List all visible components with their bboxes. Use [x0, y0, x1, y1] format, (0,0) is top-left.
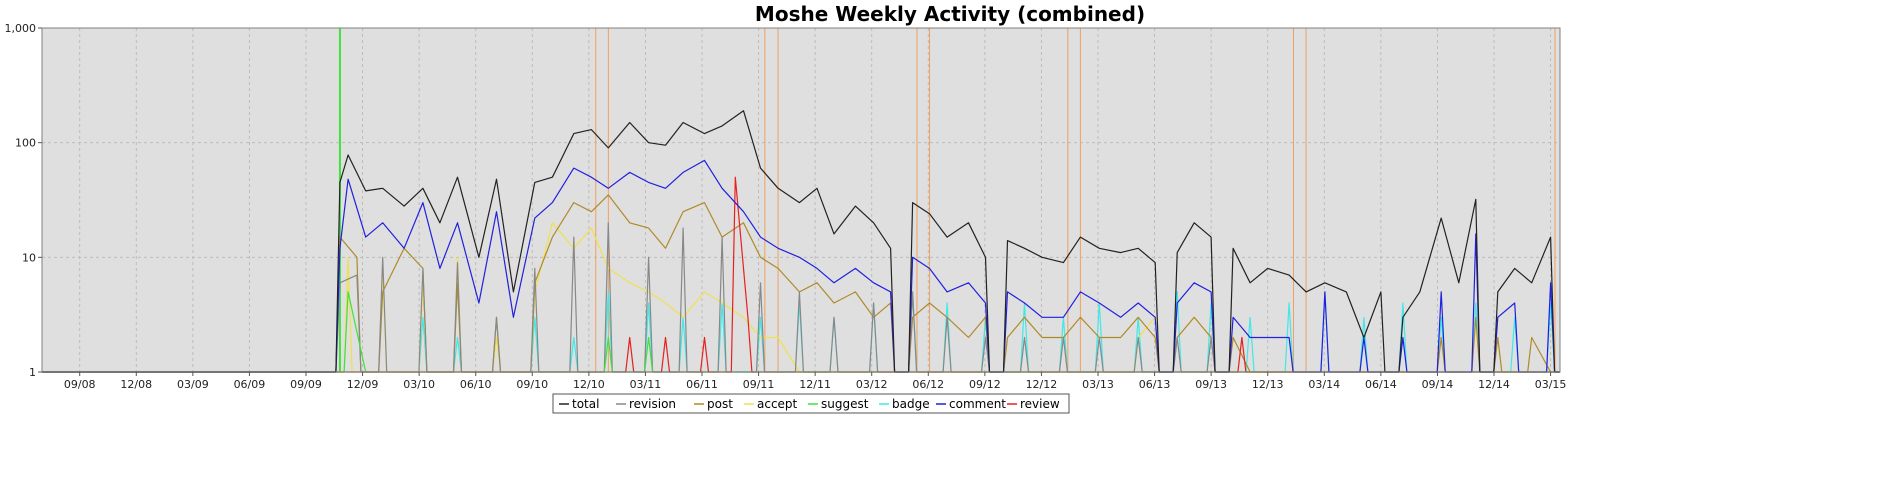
x-tick-label: 09/08 — [64, 378, 96, 391]
x-tick-label: 12/09 — [347, 378, 379, 391]
x-tick-label: 03/14 — [1308, 378, 1340, 391]
x-tick-label: 06/11 — [686, 378, 718, 391]
x-tick-label: 12/14 — [1478, 378, 1510, 391]
x-tick-label: 03/15 — [1535, 378, 1567, 391]
x-tick-label: 09/10 — [516, 378, 548, 391]
x-tick-label: 03/13 — [1082, 378, 1114, 391]
y-tick-label: 10 — [22, 251, 36, 264]
chart-title: Moshe Weekly Activity (combined) — [754, 2, 1146, 26]
x-tick-label: 09/14 — [1422, 378, 1454, 391]
plot-border — [41, 27, 1561, 373]
x-tick-label: 12/08 — [120, 378, 152, 391]
x-tick-label: 06/12 — [912, 378, 944, 391]
x-tick-label: 03/09 — [177, 378, 209, 391]
x-axis: 09/08 12/08 03/09 06/09 09/09 12/09 03/10 06/10… — [64, 372, 1567, 391]
x-tick-label: 03/10 — [403, 378, 435, 391]
series-line-review — [42, 176, 1560, 373]
y-tick-label: 100 — [15, 137, 36, 150]
legend-item-suggest: suggest — [821, 397, 869, 411]
x-tick-label: 12/11 — [799, 378, 831, 391]
x-tick-label: 12/12 — [1026, 378, 1058, 391]
series-line-comment — [42, 159, 1560, 373]
x-tick-label: 06/10 — [460, 378, 492, 391]
legend-item-review: review — [1020, 397, 1060, 411]
x-tick-label: 12/10 — [573, 378, 605, 391]
x-tick-label: 06/13 — [1139, 378, 1171, 391]
legend-item-badge: badge — [892, 397, 930, 411]
x-tick-label: 09/12 — [969, 378, 1001, 391]
x-tick-label: 03/12 — [856, 378, 888, 391]
legend-item-revision: revision — [629, 397, 676, 411]
legend: total revision post accept suggest badge comme… — [552, 393, 1070, 414]
x-tick-label: 03/11 — [630, 378, 662, 391]
y-axis: 1 10 100 1,000 — [5, 22, 42, 379]
legend-item-accept: accept — [757, 397, 798, 411]
x-tick-label: 12/13 — [1252, 378, 1284, 391]
x-tick-label: 09/11 — [743, 378, 775, 391]
y-tick-label: 1,000 — [5, 22, 37, 35]
legend-item-comment: comment — [949, 397, 1006, 411]
y-tick-label: 1 — [29, 366, 36, 379]
x-tick-label: 09/13 — [1195, 378, 1227, 391]
x-tick-label: 09/09 — [290, 378, 322, 391]
x-tick-label: 06/09 — [234, 378, 266, 391]
x-tick-label: 06/14 — [1365, 378, 1397, 391]
legend-item-post: post — [707, 397, 733, 411]
legend-item-total: total — [572, 397, 599, 411]
